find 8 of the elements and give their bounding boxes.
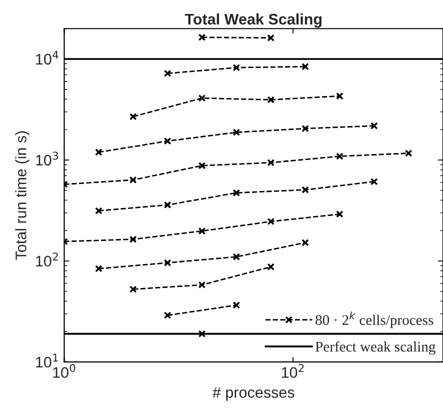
y-tick-label: 10$^{2}$ — [36, 252, 58, 267]
legend-label: 80 · 2$^{k}$ cells/process — [316, 312, 434, 328]
legend-label: Perfect weak scaling — [315, 341, 436, 355]
x-axis-title: # processes — [212, 387, 294, 401]
y-tick-label: 10$^{4}$ — [36, 50, 58, 65]
y-tick-label: 10$^{3}$ — [36, 152, 58, 166]
y-axis-title: Total run time (in s) — [15, 131, 30, 260]
chart-title: Total Weak Scaling — [184, 13, 322, 28]
